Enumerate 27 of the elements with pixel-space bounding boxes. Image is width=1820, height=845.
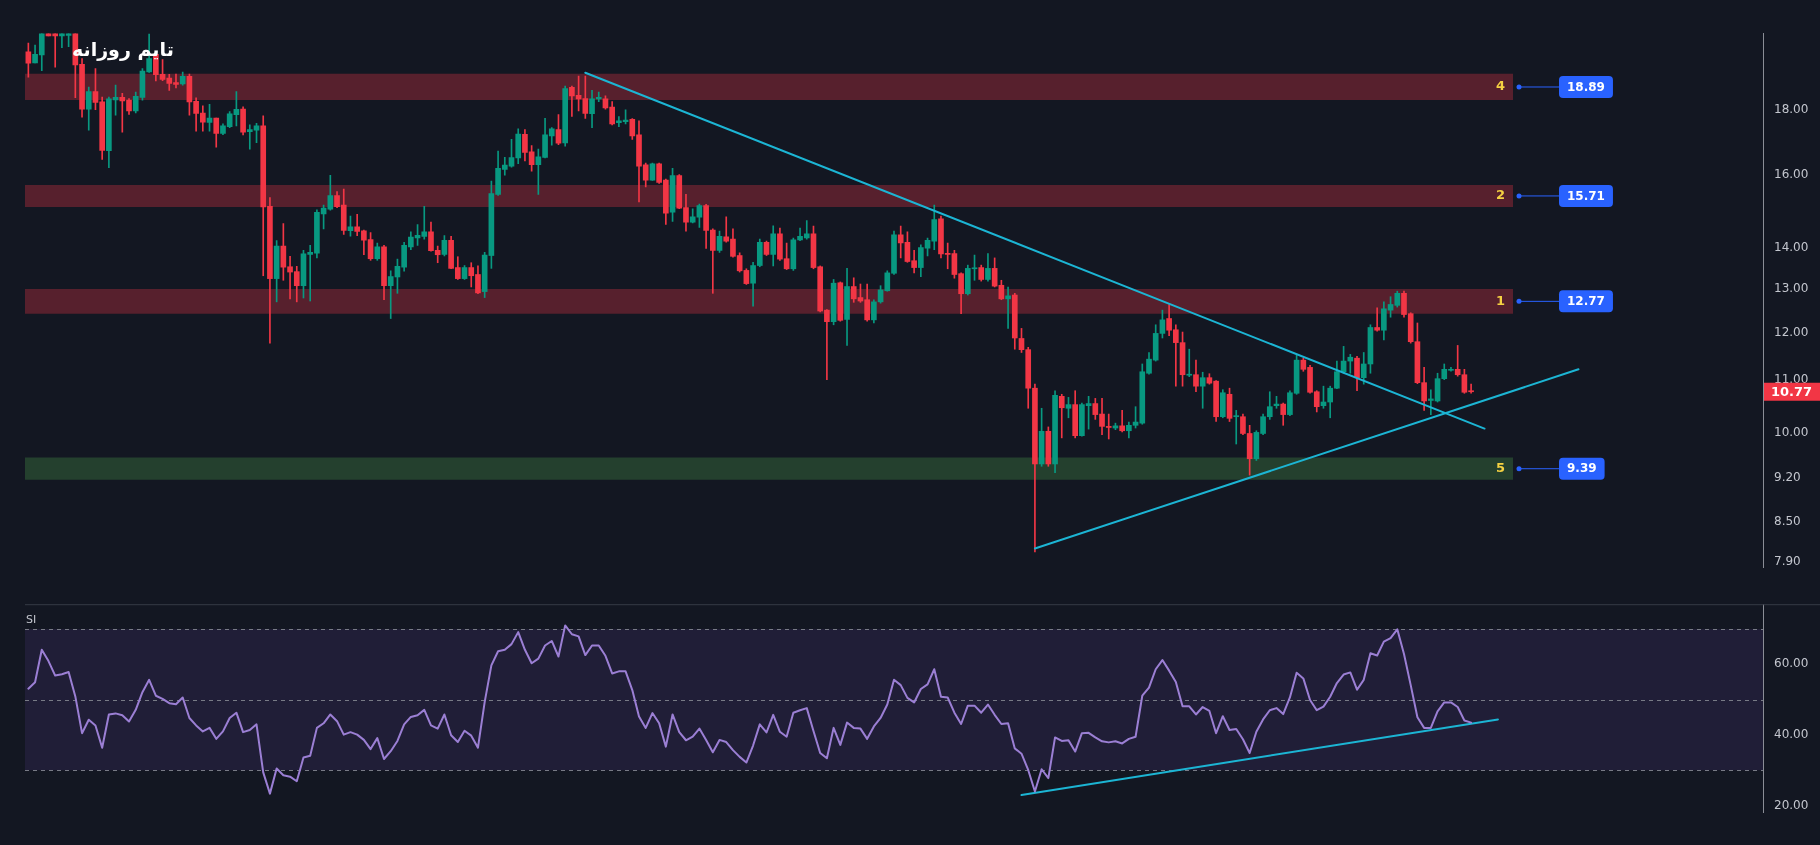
candlestick [1186, 348, 1193, 378]
y-tick-label: 18.00 [1774, 102, 1809, 117]
candlestick [595, 91, 602, 102]
candlestick [1233, 410, 1240, 445]
y-tick-label: 12.00 [1774, 324, 1809, 339]
y-tick-label: 10.00 [1774, 424, 1809, 439]
y-tick-label: 9.20 [1774, 470, 1801, 485]
band-label: 4 [1495, 78, 1505, 94]
annotation: 9.39 [1567, 461, 1597, 476]
y-tick-label: 14.00 [1774, 240, 1809, 255]
candlestick [1347, 354, 1354, 374]
y-tick-label: 16.00 [1774, 167, 1809, 182]
y-tick-label: 20.00 [1774, 797, 1809, 812]
band-label: 2 [1495, 187, 1505, 203]
annotation: 15.71 [1566, 188, 1605, 203]
y-tick-label: 8.50 [1774, 513, 1801, 528]
annotation: 18.89 [1566, 79, 1605, 94]
candlestick [1374, 307, 1380, 332]
annotation: 12.77 [1566, 293, 1605, 308]
band-label: 5 [1495, 460, 1505, 476]
band-label: 1 [1495, 292, 1505, 308]
y-tick-label: 13.00 [1774, 280, 1809, 295]
y-tick-label: 7.90 [1774, 553, 1801, 568]
y-tick-label: 60.00 [1774, 656, 1809, 671]
y-tick-label: 40.00 [1774, 727, 1809, 742]
text: SI [26, 613, 37, 627]
candlestick [1119, 410, 1125, 433]
